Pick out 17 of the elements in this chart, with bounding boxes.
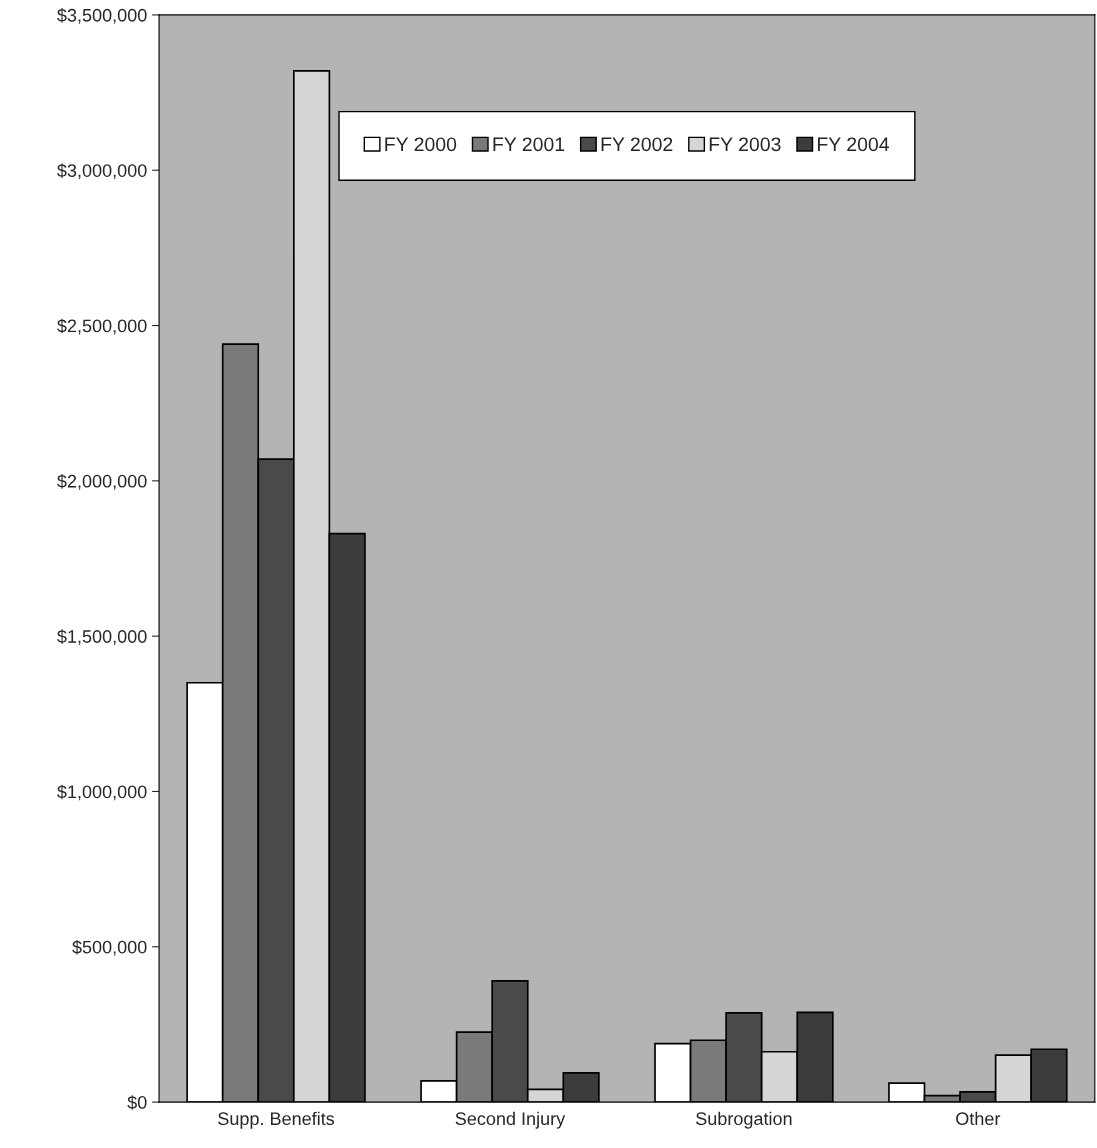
y-tick-label: $3,000,000	[57, 163, 147, 180]
y-tick-label: $2,500,000	[57, 318, 147, 335]
x-tick-label: Subrogation	[696, 1111, 792, 1129]
legend-label: FY 2002	[601, 137, 673, 152]
legend-label: FY 2001	[493, 137, 565, 152]
y-tick-label: $1,500,000	[57, 629, 147, 646]
x-tick-label: Other	[956, 1111, 1001, 1126]
y-tick-label: $1,000,000	[57, 784, 147, 801]
x-tick-label: Second Injury	[455, 1111, 566, 1129]
y-tick-label: $500,000	[72, 939, 147, 956]
legend-label: FY 2004	[817, 137, 889, 152]
y-tick-label: $3,500,000	[57, 8, 147, 24]
legend-label: FY 2003	[709, 137, 781, 152]
x-tick-label: Supp. Benefits	[218, 1111, 335, 1129]
legend-label: FY 2000	[385, 137, 457, 152]
y-tick-label: $0	[127, 1095, 147, 1110]
y-tick-label: $2,000,000	[57, 474, 147, 490]
